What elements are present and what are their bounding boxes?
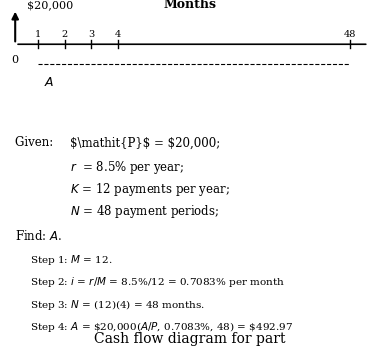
Text: 1: 1 <box>35 30 41 39</box>
Text: Step 4: $\mathit{A}$ = \$20,000($\mathit{A/P}$, 0.7083%, 48) = \$492.97: Step 4: $\mathit{A}$ = \$20,000($\mathit… <box>30 320 293 334</box>
Text: 0: 0 <box>12 55 19 65</box>
Text: $\mathit{A}$: $\mathit{A}$ <box>44 76 55 89</box>
Text: 3: 3 <box>88 30 94 39</box>
Text: Step 3: $\mathit{N}$ = (12)(4) = 48 months.: Step 3: $\mathit{N}$ = (12)(4) = 48 mont… <box>30 298 205 312</box>
Text: Given:: Given: <box>15 136 57 149</box>
Text: Months: Months <box>163 0 217 11</box>
Text: Cash flow diagram for part: Cash flow diagram for part <box>94 332 286 346</box>
Text: $20,000: $20,000 <box>27 1 73 11</box>
Text: 2: 2 <box>62 30 68 39</box>
Text: Step 2: $\mathit{i}$ = $\mathit{r/M}$ = 8.5%/12 = 0.7083% per month: Step 2: $\mathit{i}$ = $\mathit{r/M}$ = … <box>30 275 285 290</box>
Text: $\mathit{N}$ = 48 payment periods;: $\mathit{N}$ = 48 payment periods; <box>70 203 220 220</box>
Text: 48: 48 <box>344 30 356 39</box>
Text: $\mathit{P}$ = $20,000;: $\mathit{P}$ = $20,000; <box>70 136 220 149</box>
Text: $\mathit{r}$  = 8.5% per year;: $\mathit{r}$ = 8.5% per year; <box>70 159 185 176</box>
Text: 4: 4 <box>115 30 121 39</box>
Text: Step 1: $\mathit{M}$ = 12.: Step 1: $\mathit{M}$ = 12. <box>30 253 113 267</box>
Text: $\mathit{K}$ = 12 payments per year;: $\mathit{K}$ = 12 payments per year; <box>70 181 230 198</box>
Text: Find: $\mathit{A}$.: Find: $\mathit{A}$. <box>15 229 63 243</box>
